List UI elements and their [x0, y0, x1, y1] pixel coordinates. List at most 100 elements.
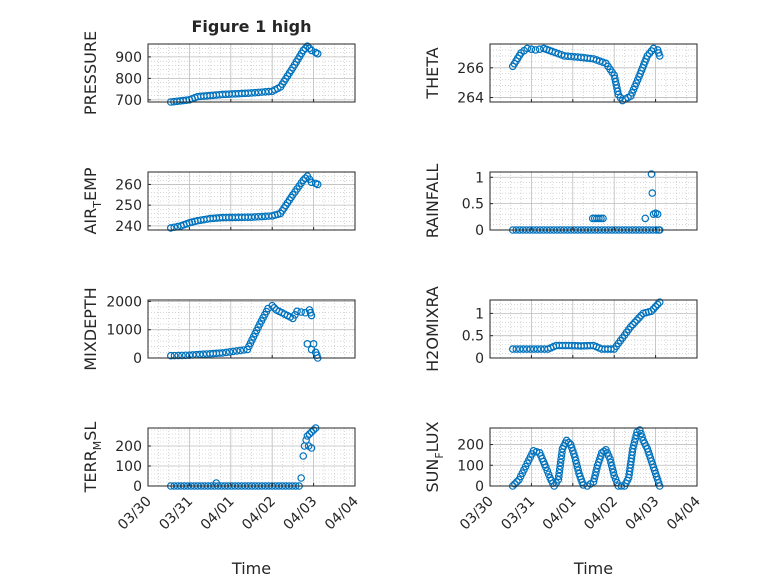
data-point — [655, 298, 664, 307]
series-markers — [508, 298, 664, 353]
data-point — [555, 465, 564, 474]
chart-sun-flux: 0 100 200 03/30 03/31 04/01 04/02 04/03 04/04 SUN… — [423, 421, 704, 578]
x-tick-label: 04/02 — [581, 494, 621, 534]
data-point — [537, 345, 545, 353]
data-point — [313, 180, 322, 189]
data-point — [543, 467, 552, 475]
data-point — [629, 444, 637, 453]
y-tick-label: 1 — [475, 306, 484, 322]
data-point — [309, 426, 318, 434]
data-point — [508, 345, 517, 353]
x-tick-label: 04/03 — [623, 494, 663, 534]
data-point — [607, 461, 616, 470]
data-point — [523, 345, 531, 353]
data-point — [513, 478, 521, 486]
data-point — [526, 345, 535, 353]
data-point — [607, 458, 615, 467]
data-point — [633, 316, 641, 324]
data-point — [533, 345, 542, 353]
y-tick-label: 0 — [475, 351, 484, 367]
data-point — [531, 46, 540, 54]
data-point — [655, 52, 664, 60]
data-point — [608, 465, 617, 473]
data-point — [516, 345, 524, 353]
data-point — [523, 44, 532, 53]
series-markers — [166, 172, 322, 232]
x-tick-label: 04/01 — [198, 494, 238, 534]
x-tick-label: 03/30 — [457, 494, 497, 534]
plot-area — [148, 172, 355, 230]
data-point — [629, 441, 638, 450]
data-point — [307, 428, 316, 436]
data-point — [307, 444, 316, 452]
y-tick-label: 0 — [133, 351, 142, 367]
y-tick-label: 900 — [115, 50, 142, 66]
plot-area — [148, 300, 355, 358]
series-markers — [166, 301, 322, 362]
y-axis-label: THETA — [423, 47, 442, 99]
y-tick-label: 200 — [115, 439, 142, 455]
y-tick-label: 266 — [457, 61, 484, 77]
data-point — [648, 189, 657, 197]
data-point — [305, 430, 314, 438]
plot-area — [148, 428, 355, 486]
data-point — [232, 347, 241, 355]
data-point — [225, 348, 234, 356]
data-point — [651, 302, 660, 311]
data-point — [629, 320, 637, 329]
x-tick-label: 03/30 — [115, 494, 155, 534]
y-axis-label: RAINFALL — [423, 164, 442, 239]
y-axis-label: AIRTEMP — [81, 167, 104, 234]
axes-box — [489, 43, 698, 103]
data-point — [649, 44, 658, 53]
axes-box — [489, 299, 698, 359]
data-point — [218, 349, 227, 357]
chart-terr-msl: 0 100 200 03/30 03/31 04/01 04/02 04/03 04/04 TER… — [81, 422, 362, 578]
data-point — [571, 456, 580, 465]
data-point — [519, 345, 528, 353]
y-tick-label: 264 — [457, 91, 484, 107]
chart-pressure: 700 800 900 PRESSURE Figure 1 high — [81, 17, 356, 115]
data-point — [527, 45, 536, 54]
x-tick-label: 03/31 — [156, 494, 196, 534]
data-point — [542, 463, 550, 472]
x-tick-label: 04/01 — [540, 494, 580, 534]
data-point — [554, 472, 563, 481]
data-point — [600, 447, 608, 456]
x-tick-label: 04/04 — [322, 493, 362, 533]
y-tick-label: 0.5 — [462, 197, 484, 213]
y-axis-label: H2OMIXRA — [423, 286, 442, 372]
x-axis-label: Time — [231, 559, 271, 578]
data-point — [556, 462, 564, 470]
chart-title: Figure 1 high — [192, 17, 312, 36]
data-point — [511, 480, 519, 488]
data-point — [579, 481, 587, 489]
data-point — [240, 346, 248, 354]
y-tick-label: 0 — [475, 479, 484, 495]
data-point — [653, 300, 662, 309]
data-point — [557, 451, 566, 460]
x-tick-label: 04/03 — [281, 494, 321, 534]
y-tick-label: 250 — [115, 198, 142, 214]
data-point — [557, 455, 565, 463]
data-point — [544, 470, 553, 479]
data-point — [555, 469, 564, 477]
data-point — [613, 87, 622, 96]
data-point — [307, 46, 316, 55]
y-tick-label: 1 — [475, 170, 484, 186]
data-point — [591, 471, 599, 480]
chart-mixdepth: 0 1000 2000 MIXDEPTH — [81, 287, 356, 371]
y-axis-label: TERRMSL — [81, 422, 104, 494]
axes-box — [147, 171, 356, 231]
data-point — [606, 455, 614, 463]
y-tick-label: 1000 — [106, 323, 142, 339]
y-axis-label: SUNFLUX — [423, 421, 446, 492]
series-markers — [166, 42, 322, 106]
data-point — [170, 351, 179, 360]
data-point — [573, 463, 582, 471]
data-point — [303, 42, 312, 50]
data-point — [626, 322, 635, 331]
chart-theta: 264 266 THETA — [423, 43, 698, 107]
data-point — [562, 436, 571, 445]
